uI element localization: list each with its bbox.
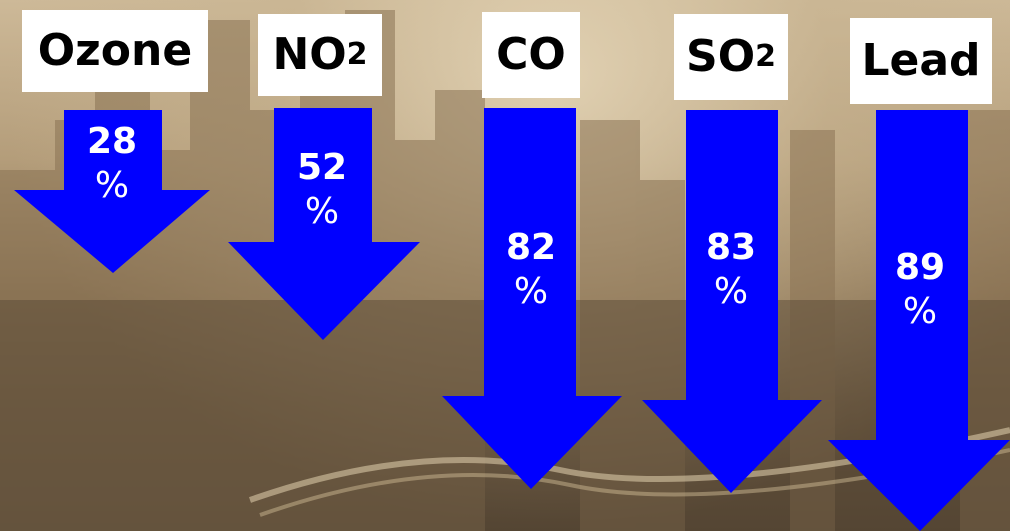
percent-no2-unit: % <box>304 191 340 232</box>
label-lead-text: Lead <box>861 35 981 86</box>
label-no2-text: NO <box>272 29 347 80</box>
percent-co-unit: % <box>513 271 549 312</box>
label-ozone: Ozone <box>22 10 208 92</box>
percent-so2-unit: % <box>713 271 749 312</box>
percent-ozone: 28 % <box>62 124 162 204</box>
label-lead: Lead <box>850 18 992 104</box>
label-co-text: CO <box>496 29 566 80</box>
percent-ozone-value: 28 <box>86 121 138 162</box>
label-ozone-text: Ozone <box>37 25 193 76</box>
percent-ozone-unit: % <box>94 165 130 206</box>
label-co: CO <box>482 12 580 98</box>
arrow-down-icon-ozone <box>14 110 210 273</box>
percent-so2-value: 83 <box>705 227 757 268</box>
arrow-down-icon-co <box>442 108 622 489</box>
percent-no2-value: 52 <box>296 147 348 188</box>
percent-co-value: 82 <box>505 227 557 268</box>
percent-lead: 89 % <box>870 250 970 330</box>
percent-no2: 52 % <box>272 150 372 230</box>
percent-lead-unit: % <box>902 291 938 332</box>
arrow-down-icon-no2 <box>228 108 420 340</box>
arrow-down-icon-so2 <box>642 110 822 493</box>
percent-lead-value: 89 <box>894 247 946 288</box>
label-so2-text: SO <box>686 31 756 82</box>
percent-co: 82 % <box>481 230 581 310</box>
label-no2: NO 2 <box>258 14 382 96</box>
percent-so2: 83 % <box>681 230 781 310</box>
label-so2: SO 2 <box>674 14 788 100</box>
arrow-down-icon-lead <box>828 110 1010 531</box>
